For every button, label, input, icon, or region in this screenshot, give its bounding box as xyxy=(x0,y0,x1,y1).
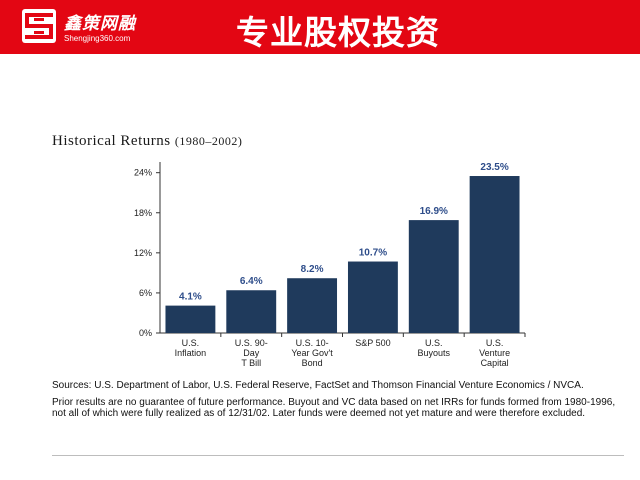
chart-subtitle: (1980–2002) xyxy=(174,134,243,148)
disclaimer-note: Prior results are no guarantee of future… xyxy=(52,397,616,419)
brand-url: Shengjing360.com xyxy=(64,34,131,43)
x-tick-label: U.S. Buyouts xyxy=(417,338,450,358)
chart-notes: Sources: U.S. Department of Labor, U.S. … xyxy=(52,380,624,425)
y-tick-label: 0% xyxy=(139,328,152,338)
x-tick-label-line: Year Gov't xyxy=(291,348,333,358)
bar-value-label: 16.9% xyxy=(420,206,448,217)
x-tick-label-line: U.S. 90- xyxy=(235,338,268,348)
bar xyxy=(165,305,216,333)
bar-value-label: 10.7% xyxy=(359,248,387,259)
x-tick-label-line: U.S. xyxy=(486,338,504,348)
y-tick-label: 24% xyxy=(134,168,152,178)
x-tick-label: U.S. Inflation xyxy=(175,338,207,358)
x-tick-label-line: Buyouts xyxy=(417,348,450,358)
bar xyxy=(408,220,459,333)
chart-title: Historical Returns (1980–2002) xyxy=(52,133,242,150)
x-tick-label: U.S. 10-Year Gov't Bond xyxy=(291,338,333,368)
y-tick-label: 18% xyxy=(134,208,152,218)
bar-value-label: 6.4% xyxy=(240,276,263,287)
x-tick-label-line: U.S. 10- xyxy=(296,338,329,348)
x-tick-label-line: S&P 500 xyxy=(355,338,390,348)
x-tick-label-line: U.S. xyxy=(425,338,443,348)
chart-title-text: Historical Returns xyxy=(52,133,171,149)
x-tick-label-line: T Bill xyxy=(241,358,261,368)
header-banner: 鑫策网融 Shengjing360.com 专业股权投资 xyxy=(0,0,640,54)
y-tick-label: 6% xyxy=(139,288,152,298)
x-tick-label-line: Venture xyxy=(479,348,510,358)
bar-value-label: 4.1% xyxy=(179,292,202,303)
company-logo-icon xyxy=(22,9,56,43)
x-tick-label-line: Capital xyxy=(481,358,509,368)
x-tick-label-line: Day xyxy=(243,348,260,358)
x-tick-label: U.S. Venture Capital xyxy=(479,338,510,368)
sources-note: Sources: U.S. Department of Labor, U.S. … xyxy=(52,380,584,391)
page-title: 专业股权投资 xyxy=(236,13,440,52)
bar xyxy=(469,176,520,333)
y-tick-label: 12% xyxy=(134,248,152,258)
x-tick-label: U.S. 90-Day T Bill xyxy=(235,338,268,368)
bar xyxy=(226,290,277,333)
x-tick-label-line: Bond xyxy=(302,358,323,368)
x-tick-label-line: U.S. xyxy=(182,338,200,348)
x-tick-label-line: Inflation xyxy=(175,348,207,358)
bar-value-label: 23.5% xyxy=(480,162,508,173)
brand-name: 鑫策网融 xyxy=(64,14,136,34)
x-tick-label: S&P 500 xyxy=(355,338,390,348)
bar xyxy=(347,261,398,333)
bar xyxy=(287,278,338,333)
bottom-divider xyxy=(52,455,624,456)
bar-value-label: 8.2% xyxy=(301,264,324,275)
